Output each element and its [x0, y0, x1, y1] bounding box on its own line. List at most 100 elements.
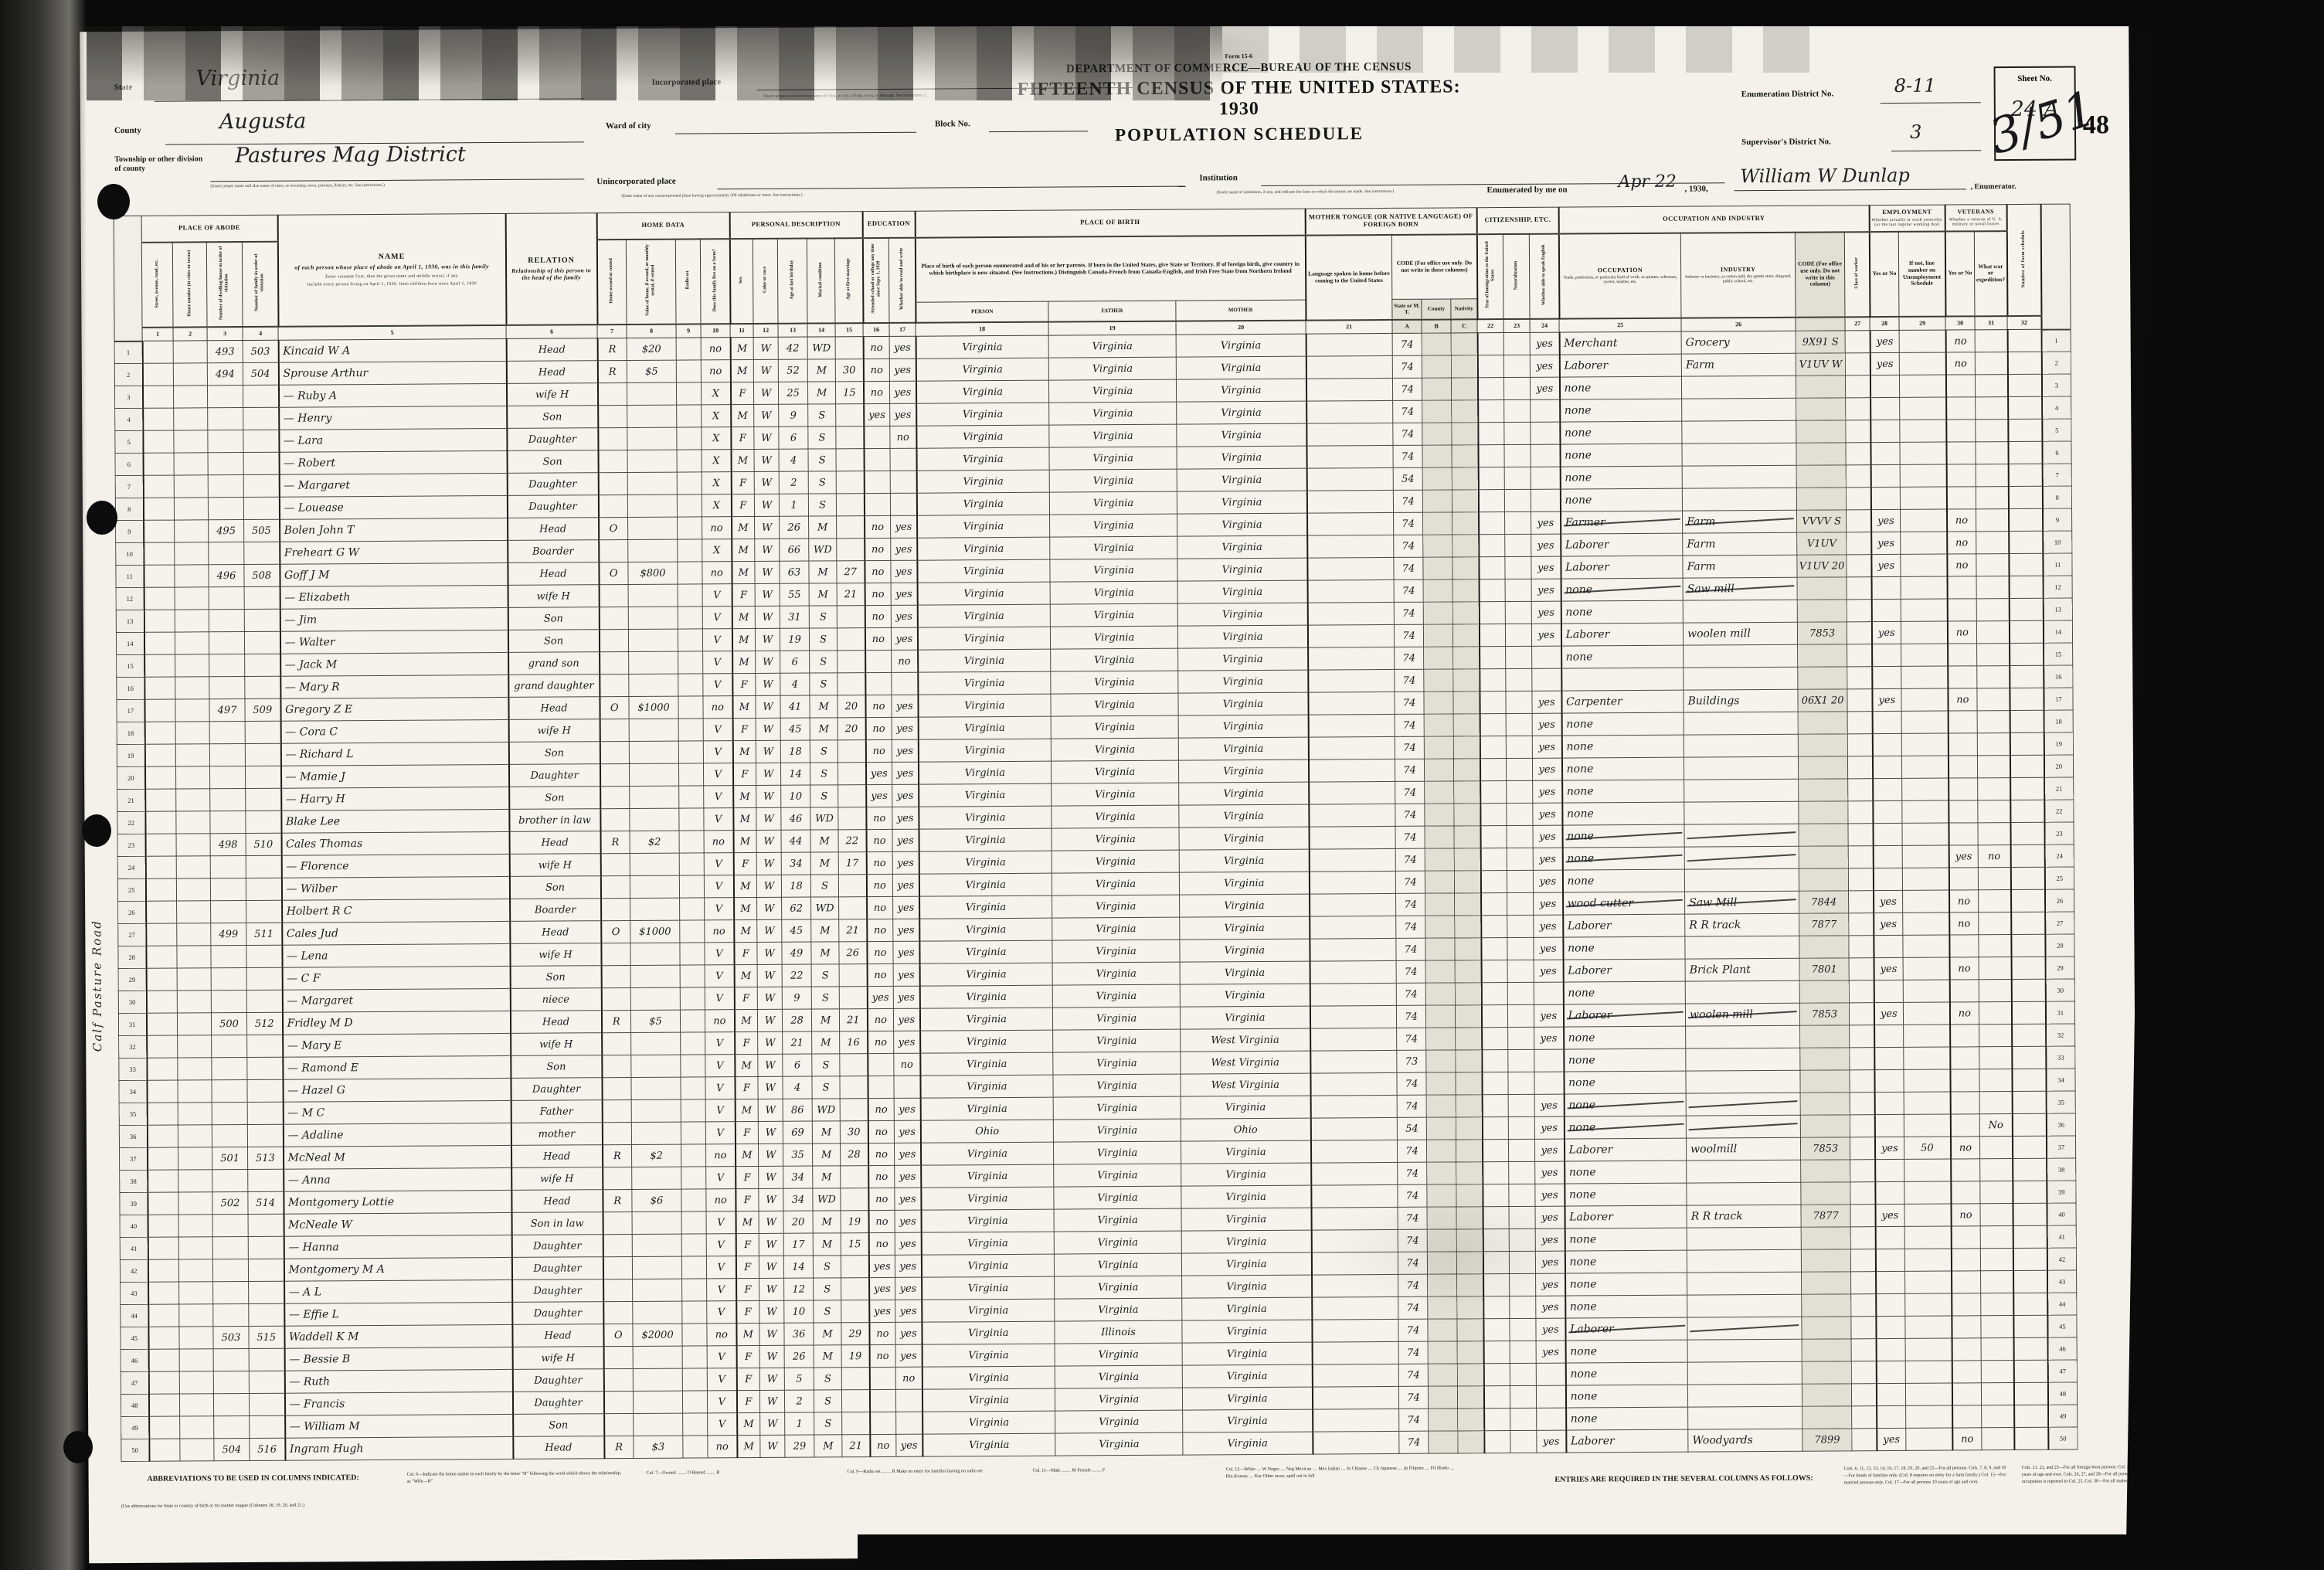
- school: no: [863, 381, 890, 404]
- immigration: [1480, 915, 1507, 938]
- code-a: 74: [1398, 1296, 1428, 1320]
- code-b: [1422, 556, 1453, 580]
- punch-hole-2: [87, 501, 117, 535]
- race: W: [756, 942, 783, 965]
- age: 45: [781, 919, 811, 943]
- family-number: [245, 743, 281, 766]
- marital: S: [807, 403, 836, 427]
- age-first-marriage: 21: [841, 1434, 871, 1457]
- age-first-marriage: [840, 1165, 868, 1188]
- language: [1311, 1207, 1398, 1231]
- enumerator-name: William W Dunlap: [1740, 164, 1910, 188]
- table-body: 1 493 503 Kincaid W A Head R $20 no M W 42 WD no yes V…: [114, 329, 2078, 1462]
- name: — Wilber: [281, 876, 510, 901]
- street: [143, 520, 175, 543]
- column-number: 27: [1845, 316, 1870, 331]
- race: W: [758, 1076, 783, 1099]
- occupation-code: [1796, 420, 1847, 443]
- home-owned: [600, 898, 630, 921]
- class-of-worker: [1851, 1405, 1877, 1429]
- school: no: [867, 1008, 894, 1031]
- immigration: [1480, 803, 1507, 826]
- home-value: [631, 1122, 681, 1145]
- immigration: [1479, 624, 1506, 647]
- home-owned: [599, 674, 629, 697]
- employment-subtitle: Whether actually at work yesterday (or t…: [1871, 217, 1943, 227]
- english: yes: [1532, 758, 1562, 781]
- age: 4: [780, 673, 810, 696]
- home-owned: O: [600, 920, 630, 943]
- home-value: [630, 943, 681, 966]
- house-number: [179, 1371, 214, 1395]
- industry: [1686, 1115, 1801, 1139]
- occupation: none: [1561, 757, 1684, 781]
- english: yes: [1534, 1184, 1565, 1207]
- col-house-number: House number (in cities or towns): [172, 241, 208, 328]
- employment-yesno: yes: [1874, 957, 1904, 980]
- race: W: [754, 516, 780, 539]
- school: no: [869, 1434, 897, 1457]
- radio: [680, 1031, 705, 1055]
- home-owned: [603, 1256, 633, 1279]
- class-of-worker: [1849, 957, 1874, 980]
- age-first-marriage: 19: [841, 1210, 869, 1233]
- house-number: [178, 1259, 213, 1283]
- relation: Son: [512, 1413, 604, 1437]
- language: [1310, 1184, 1398, 1208]
- farm-schedule: [2009, 576, 2044, 599]
- code-c: [1453, 758, 1480, 781]
- radio: [677, 516, 702, 540]
- home-owned: R: [603, 1436, 634, 1459]
- naturalization: [1508, 1094, 1535, 1117]
- home-value: $2: [631, 1144, 681, 1167]
- marital: WD: [807, 336, 836, 360]
- relation: Son: [508, 741, 600, 765]
- code-a: 74: [1395, 714, 1425, 737]
- name: — Adaline: [283, 1123, 511, 1147]
- home-owned: [600, 763, 630, 787]
- employment-line: [1904, 1092, 1951, 1115]
- street: [148, 1327, 180, 1350]
- industry: Saw mill: [1683, 577, 1798, 601]
- occupation-code: [1801, 1293, 1851, 1317]
- column-number: 7: [597, 324, 627, 338]
- veteran-yesno: [1950, 1069, 1980, 1093]
- race: W: [758, 1144, 783, 1167]
- employment-yesno: [1874, 1181, 1905, 1205]
- birthplace-father: Virginia: [1051, 805, 1180, 829]
- farm-schedule: [2013, 1382, 2048, 1405]
- age-first-marriage: [841, 1389, 870, 1412]
- industry: [1686, 1070, 1801, 1094]
- home-owned: O: [603, 1324, 634, 1347]
- code-b: [1422, 399, 1452, 423]
- veteran-war: [1975, 329, 2008, 352]
- class-of-worker: [1850, 1271, 1876, 1294]
- employment-yesno: yes: [1873, 912, 1903, 936]
- sex: F: [731, 494, 755, 517]
- race: W: [756, 695, 781, 719]
- race: W: [755, 673, 781, 696]
- language: [1306, 535, 1394, 559]
- employment-yesno: [1872, 800, 1903, 824]
- col-occupation-code: CODE (For office use only. Do not write …: [1795, 231, 1846, 318]
- code-b: [1425, 915, 1455, 939]
- occupation: none: [1565, 1362, 1688, 1386]
- street: [145, 923, 177, 946]
- sex: F: [736, 1278, 759, 1301]
- birthplace-mother: Virginia: [1177, 580, 1308, 604]
- code-a: 74: [1398, 1319, 1429, 1342]
- code-a: 74: [1392, 378, 1422, 401]
- marital: S: [809, 627, 838, 651]
- school: no: [865, 695, 892, 718]
- line-number: 49: [121, 1416, 149, 1439]
- sex: F: [736, 1345, 760, 1368]
- birthplace-father: Virginia: [1050, 581, 1178, 605]
- code-a: 74: [1398, 1341, 1429, 1364]
- employment-yesno: yes: [1870, 554, 1901, 577]
- language: [1306, 423, 1394, 447]
- employment-line: [1902, 935, 1950, 958]
- language: [1310, 1117, 1398, 1141]
- class-of-worker: [1849, 980, 1874, 1003]
- relation: Son: [510, 965, 602, 989]
- relation: Head: [511, 1189, 603, 1213]
